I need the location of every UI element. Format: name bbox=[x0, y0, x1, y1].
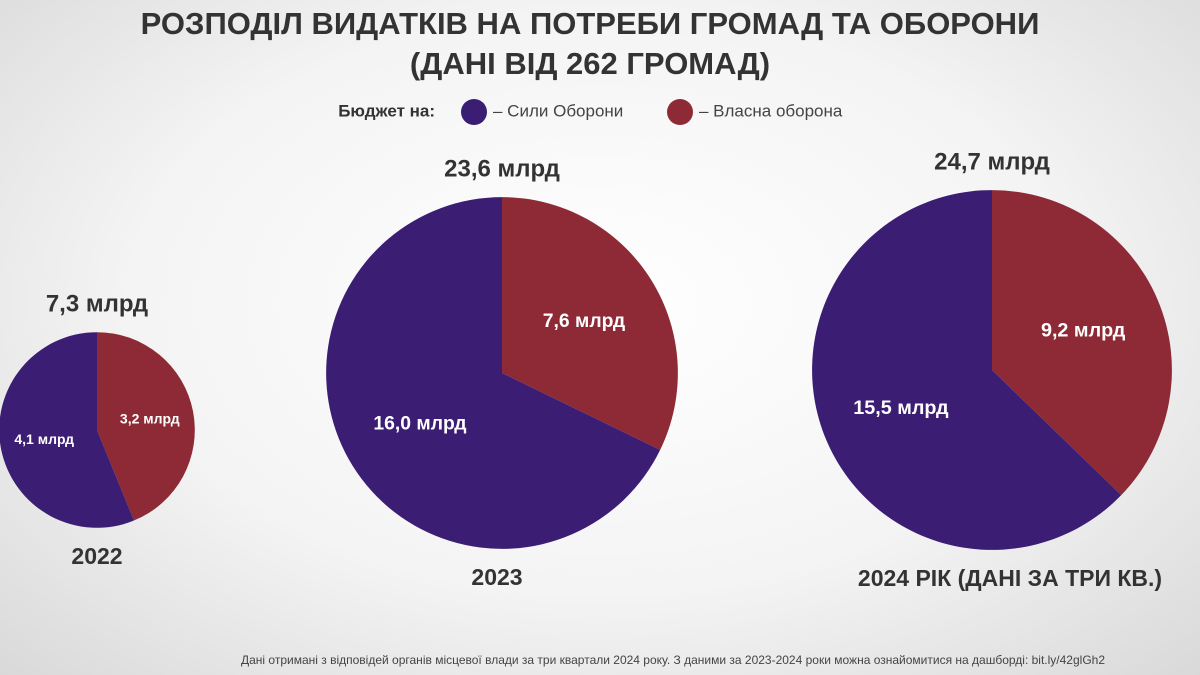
pie-slice bbox=[992, 190, 1172, 496]
legend-label: – Власна оборона bbox=[699, 101, 843, 120]
slice-label: 9,2 млрд bbox=[1041, 320, 1126, 342]
total-label: 24,7 млрд bbox=[934, 148, 1050, 175]
title: РОЗПОДІЛ ВИДАТКІВ НА ПОТРЕБИ ГРОМАД ТА О… bbox=[141, 6, 1040, 41]
title: (ДАНІ ВІД 262 ГРОМАД) bbox=[410, 46, 770, 81]
total-label: 7,3 млрд bbox=[46, 291, 148, 318]
legend-swatch bbox=[667, 99, 693, 125]
pie-slice bbox=[0, 332, 134, 528]
pie-title: 2024 РІК (ДАНІ ЗА ТРИ КВ.) bbox=[858, 565, 1162, 591]
slice-label: 7,6 млрд bbox=[543, 310, 625, 332]
pie-title: 2022 bbox=[71, 543, 122, 569]
slice-label: 15,5 млрд bbox=[853, 397, 949, 419]
legend-swatch bbox=[461, 99, 487, 125]
legend-label: – Сили Оборони bbox=[493, 101, 623, 120]
pie-slice bbox=[326, 197, 661, 549]
slice-label: 4,1 млрд bbox=[14, 431, 74, 447]
pie-title: 2023 bbox=[471, 564, 522, 590]
pie-slice bbox=[97, 332, 195, 521]
slice-label: 16,0 млрд bbox=[373, 412, 466, 434]
footnote: Дані отримані з відповідей органів місце… bbox=[241, 653, 1105, 667]
total-label: 23,6 млрд bbox=[444, 155, 560, 182]
slice-label: 3,2 млрд bbox=[120, 410, 180, 426]
pie-slice bbox=[812, 190, 1122, 550]
pie-slice bbox=[502, 197, 678, 450]
legend-title: Бюджет на: bbox=[338, 101, 435, 120]
